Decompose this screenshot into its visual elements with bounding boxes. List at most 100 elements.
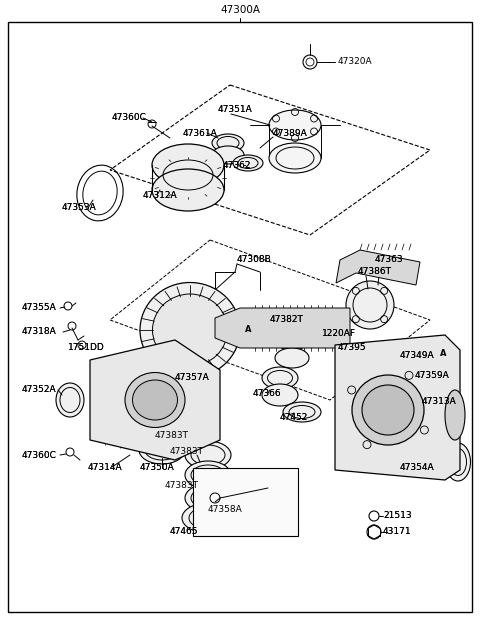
Text: 47350A: 47350A: [140, 463, 175, 471]
Ellipse shape: [152, 144, 224, 186]
Text: 47360C: 47360C: [22, 451, 57, 459]
Text: 47366: 47366: [253, 389, 282, 397]
Text: 1751DD: 1751DD: [68, 343, 105, 353]
Ellipse shape: [283, 402, 321, 422]
Polygon shape: [336, 250, 420, 285]
Text: 47355A: 47355A: [22, 304, 57, 312]
Ellipse shape: [56, 383, 84, 417]
Ellipse shape: [212, 146, 244, 164]
Text: A: A: [245, 326, 251, 335]
Polygon shape: [215, 308, 350, 348]
Ellipse shape: [139, 436, 185, 464]
Text: 47382T: 47382T: [270, 316, 304, 324]
Text: 47362: 47362: [223, 161, 252, 169]
Ellipse shape: [185, 484, 231, 512]
Text: 47357A: 47357A: [175, 373, 210, 381]
Text: 47352A: 47352A: [22, 386, 57, 394]
Text: 47312A: 47312A: [143, 190, 178, 200]
Text: 47465: 47465: [170, 528, 199, 536]
Ellipse shape: [185, 461, 231, 489]
Ellipse shape: [269, 143, 321, 173]
Text: 47383T: 47383T: [155, 430, 189, 440]
Text: 47395: 47395: [338, 343, 367, 353]
Text: 47360C: 47360C: [22, 451, 57, 459]
Text: 47353A: 47353A: [62, 203, 97, 213]
Text: 47383T: 47383T: [170, 448, 204, 456]
Text: 47318A: 47318A: [22, 327, 57, 337]
Ellipse shape: [153, 294, 228, 366]
Text: 47314A: 47314A: [88, 463, 122, 471]
Text: 47465: 47465: [170, 528, 199, 536]
Text: 47355A: 47355A: [22, 304, 57, 312]
Text: 47389A: 47389A: [273, 128, 308, 138]
Text: 47362: 47362: [223, 161, 252, 169]
Text: 47351A: 47351A: [218, 105, 253, 115]
Text: 47395: 47395: [338, 343, 367, 353]
Text: 47314A: 47314A: [88, 463, 122, 471]
Text: 21513: 21513: [383, 512, 412, 521]
Text: 47351A: 47351A: [218, 105, 253, 115]
Ellipse shape: [233, 155, 263, 171]
Polygon shape: [335, 335, 460, 480]
Text: 47354A: 47354A: [400, 464, 434, 472]
Text: 47360C: 47360C: [112, 113, 147, 123]
Text: 1751DD: 1751DD: [68, 343, 105, 353]
Text: 47452: 47452: [280, 414, 308, 422]
Text: 47308B: 47308B: [237, 255, 272, 265]
Text: 47300A: 47300A: [220, 5, 260, 15]
Text: 47452: 47452: [280, 414, 308, 422]
Ellipse shape: [362, 385, 414, 435]
Text: 47360C: 47360C: [112, 113, 147, 123]
Ellipse shape: [269, 110, 321, 140]
Text: 47354A: 47354A: [400, 464, 434, 472]
Text: A: A: [440, 348, 446, 358]
Ellipse shape: [445, 443, 470, 481]
Ellipse shape: [125, 373, 185, 428]
Text: 47352A: 47352A: [22, 386, 57, 394]
Text: 47318A: 47318A: [22, 327, 57, 337]
Text: 47350A: 47350A: [140, 463, 175, 471]
Text: 47366: 47366: [253, 389, 282, 397]
Text: 47386T: 47386T: [358, 267, 392, 277]
Text: 21513: 21513: [383, 512, 412, 521]
Text: 47389A: 47389A: [273, 128, 308, 138]
Text: 47358A: 47358A: [208, 505, 242, 515]
Ellipse shape: [132, 380, 178, 420]
Text: 47383T: 47383T: [165, 480, 199, 490]
Polygon shape: [90, 340, 220, 460]
Text: 47313A: 47313A: [422, 397, 457, 407]
Ellipse shape: [445, 390, 465, 440]
Text: 1220AF: 1220AF: [322, 329, 356, 337]
Ellipse shape: [212, 134, 244, 152]
Ellipse shape: [152, 169, 224, 211]
Ellipse shape: [352, 375, 424, 445]
Text: 47308B: 47308B: [237, 255, 272, 265]
Ellipse shape: [275, 348, 309, 368]
Text: 1220AF: 1220AF: [322, 329, 356, 337]
Text: 47312A: 47312A: [143, 190, 178, 200]
Text: 43171: 43171: [383, 528, 412, 536]
Ellipse shape: [262, 384, 298, 406]
Text: 47363: 47363: [375, 255, 404, 265]
Ellipse shape: [185, 441, 231, 469]
Text: 47359A: 47359A: [415, 371, 450, 381]
Text: 47382T: 47382T: [270, 316, 304, 324]
Bar: [193, 468, 298, 536]
Text: 47363: 47363: [375, 255, 404, 265]
Text: 47349A: 47349A: [400, 350, 434, 360]
Ellipse shape: [346, 281, 394, 329]
Text: 47361A: 47361A: [183, 128, 218, 138]
Ellipse shape: [182, 503, 234, 533]
Text: 47313A: 47313A: [422, 397, 457, 407]
Ellipse shape: [262, 367, 298, 389]
Text: 43171: 43171: [383, 528, 412, 536]
Text: 47386T: 47386T: [358, 267, 392, 277]
Text: 47320A: 47320A: [338, 58, 372, 66]
Text: 47359A: 47359A: [415, 371, 450, 381]
Text: 47357A: 47357A: [175, 373, 210, 381]
Ellipse shape: [275, 330, 309, 350]
Text: 47349A: 47349A: [400, 350, 434, 360]
Ellipse shape: [140, 283, 240, 378]
Text: 47353A: 47353A: [62, 203, 97, 213]
Text: 47361A: 47361A: [183, 128, 218, 138]
